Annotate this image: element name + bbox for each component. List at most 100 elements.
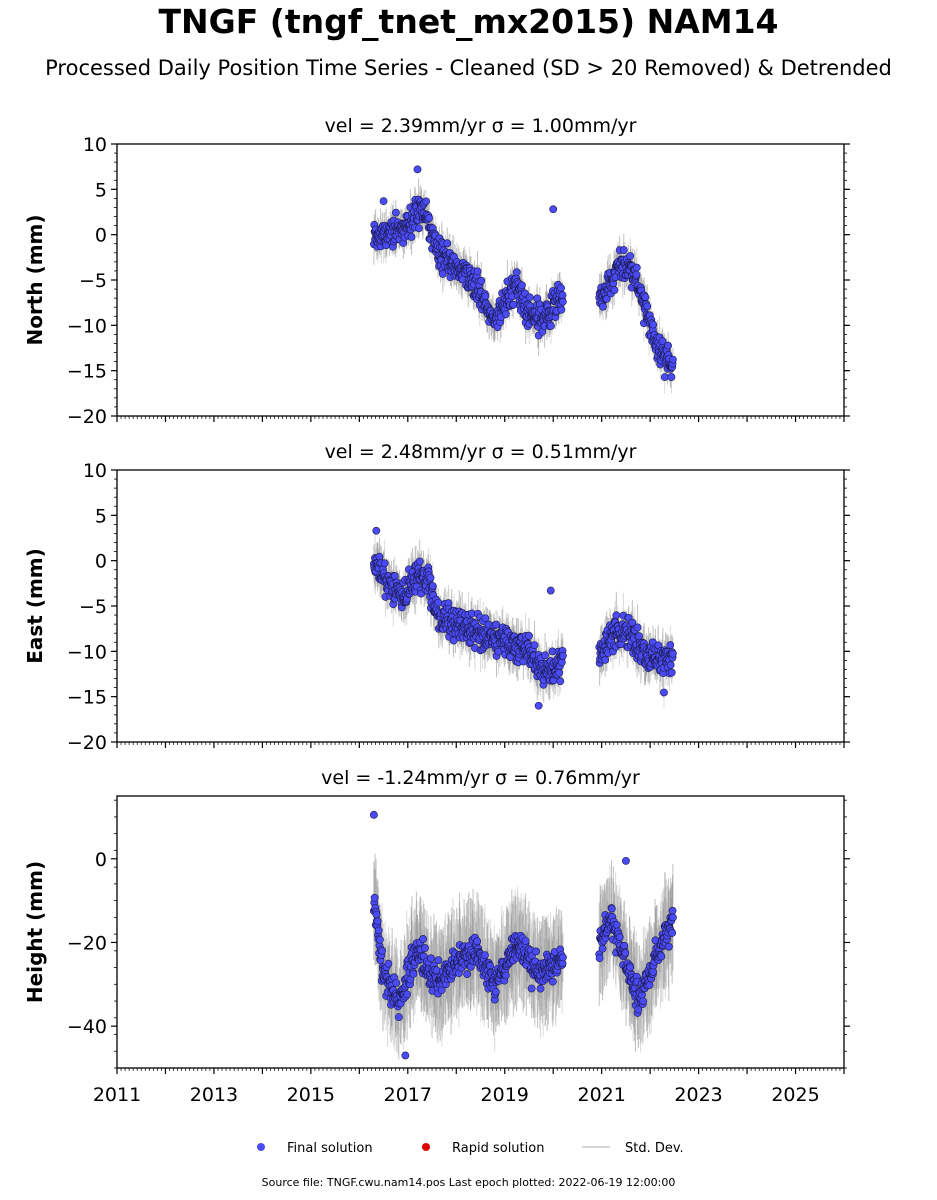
y-tick-label-east: 10 [83, 460, 107, 482]
data-point [380, 559, 389, 568]
data-point [557, 284, 565, 292]
data-point [626, 252, 635, 260]
y-tick-label-north: −15 [67, 361, 107, 383]
y-tick-label-north: 10 [83, 134, 107, 156]
data-point [639, 997, 648, 1006]
data-point [598, 944, 607, 953]
y-axis-label-east: East (mm) [23, 548, 47, 664]
x-tick-label: 2019 [481, 1084, 529, 1106]
data-point [438, 269, 447, 278]
panel-title-east: vel = 2.48mm/yr σ = 0.51mm/yr [325, 441, 637, 463]
data-point [374, 926, 383, 935]
data-point [612, 611, 621, 620]
data-point [558, 651, 567, 660]
data-point [392, 979, 401, 987]
y-tick-label-north: −5 [79, 270, 107, 292]
data-point [547, 322, 555, 330]
data-point [666, 661, 675, 669]
data-point [634, 1005, 643, 1014]
data-point [620, 941, 629, 950]
data-point [643, 302, 652, 311]
outlier-point [379, 197, 388, 206]
data-point [669, 649, 677, 658]
data-point [443, 239, 452, 248]
data-point [419, 935, 427, 943]
data-point [558, 297, 567, 306]
data-point [512, 268, 521, 277]
data-point [657, 952, 666, 961]
data-point [548, 977, 557, 986]
data-point [595, 954, 604, 962]
y-tick-label-east: −5 [79, 596, 107, 618]
y-tick-label-east: 0 [95, 551, 107, 573]
data-point [421, 944, 429, 952]
data-point [641, 293, 650, 302]
data-point [660, 688, 668, 697]
data-point [426, 573, 435, 582]
data-point [645, 981, 654, 990]
y-tick-label-east: 5 [95, 505, 107, 527]
data-point [525, 293, 534, 302]
data-point [509, 300, 518, 309]
data-point [415, 224, 423, 233]
chart-title: TNGF (tngf_tnet_mx2015) NAM14 [158, 2, 779, 41]
x-tick-label: 2021 [577, 1084, 625, 1106]
panel-height: vel = -1.24mm/yr σ = 0.76mm/yr Height (mm… [23, 767, 850, 1106]
data-point [481, 951, 489, 960]
data-point [394, 1013, 403, 1022]
data-point [660, 373, 669, 382]
data-point [525, 631, 533, 640]
x-tick-label: 2025 [771, 1084, 819, 1106]
data-point [384, 959, 393, 968]
data-point [558, 291, 567, 299]
y-tick-label-east: −10 [67, 641, 107, 663]
y-tick-label-height: −40 [67, 1016, 107, 1038]
y-axis-label-north: North (mm) [23, 214, 47, 345]
data-point [558, 953, 567, 962]
data-point [557, 305, 566, 314]
data-point [375, 935, 384, 944]
x-tick-label: 2017 [384, 1084, 432, 1106]
data-point [473, 267, 482, 276]
data-point [633, 623, 642, 632]
data-point [409, 970, 418, 978]
data-point [370, 893, 379, 902]
y-tick-label-height: 0 [95, 849, 107, 871]
outlier-point [546, 586, 555, 595]
data-point [407, 233, 416, 241]
x-tick-label: 2011 [93, 1084, 141, 1106]
data-point [556, 677, 565, 686]
data-point [666, 641, 675, 649]
data-point [372, 910, 381, 919]
data-point [541, 651, 549, 660]
axes-frame-north [116, 143, 845, 417]
y-tick-label-north: 5 [95, 179, 107, 201]
data-point [378, 946, 386, 955]
data-point [501, 310, 510, 319]
panel-title-north: vel = 2.39mm/yr σ = 1.00mm/yr [325, 115, 637, 137]
data-point [621, 948, 630, 957]
data-point [532, 947, 540, 956]
data-point [390, 572, 399, 580]
outlier-point [413, 165, 422, 174]
data-point [422, 197, 430, 206]
data-point [491, 987, 500, 996]
data-point [517, 281, 526, 290]
data-point [557, 658, 566, 667]
data-point [612, 920, 621, 929]
y-tick-label-north: −10 [67, 315, 107, 337]
data-point [649, 320, 658, 329]
axes-frame-east [116, 469, 845, 743]
data-point [449, 636, 458, 645]
data-point [428, 582, 437, 590]
x-tick-label: 2013 [190, 1084, 238, 1106]
data-point [477, 276, 486, 285]
chart-subtitle: Processed Daily Position Time Series - C… [45, 56, 892, 80]
data-point [427, 954, 435, 963]
y-axis-label-height: Height (mm) [23, 861, 47, 1003]
outlier-point [549, 205, 558, 214]
panel-title-height: vel = -1.24mm/yr σ = 0.76mm/yr [321, 767, 640, 789]
data-point [626, 963, 635, 972]
